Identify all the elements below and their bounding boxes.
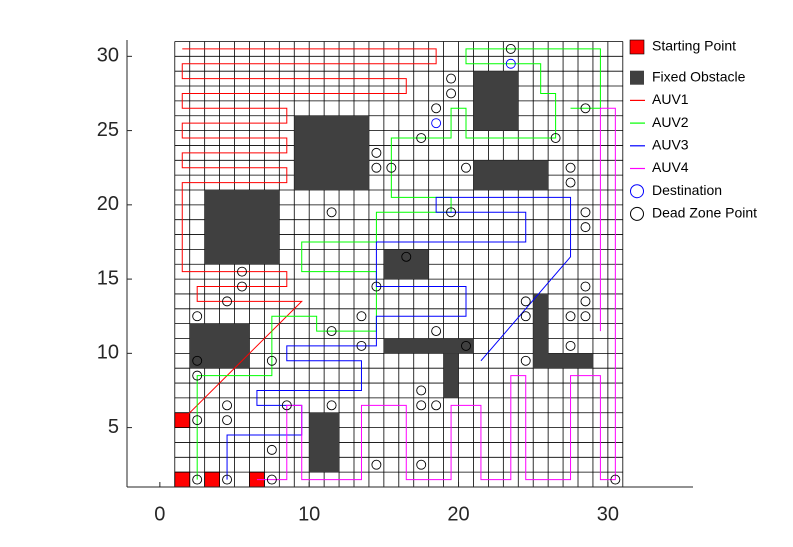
- auv-path: [256, 107, 616, 481]
- dead-zone-point: [580, 103, 591, 114]
- legend-label: Destination: [652, 182, 722, 198]
- dead-zone-point: [416, 459, 427, 470]
- dead-zone-point: [565, 340, 576, 351]
- dead-zone-point: [192, 415, 203, 426]
- dead-zone-point: [237, 266, 247, 277]
- obstacle: [383, 249, 429, 280]
- dead-zone-point: [416, 400, 427, 411]
- dead-zone-point: [356, 340, 367, 351]
- destination: [505, 58, 516, 69]
- dead-zone-point: [266, 474, 277, 485]
- obstacle: [204, 189, 280, 265]
- dead-zone-point: [371, 162, 382, 173]
- dead-zone-point: [520, 355, 531, 366]
- dead-zone-point: [580, 207, 591, 218]
- dead-zone-point: [371, 459, 382, 470]
- dead-zone-point: [192, 370, 203, 381]
- dead-zone-point: [371, 281, 382, 292]
- legend-swatch: [630, 184, 644, 199]
- dead-zone-point: [356, 311, 367, 322]
- dead-zone-point: [565, 311, 576, 322]
- legend-label: AUV4: [652, 159, 689, 175]
- legend-label: Dead Zone Point: [652, 205, 757, 221]
- dead-zone-point: [580, 296, 591, 307]
- dead-zone-point: [550, 133, 561, 143]
- dead-zone-point: [505, 43, 516, 54]
- dead-zone-point: [192, 474, 203, 485]
- dead-zone-point: [192, 355, 203, 366]
- dead-zone-point: [446, 73, 457, 84]
- obstacle: [294, 115, 369, 190]
- dead-zone-point: [266, 444, 277, 455]
- dead-zone-point: [431, 326, 442, 337]
- obstacle: [443, 353, 459, 398]
- dead-zone-point: [565, 177, 576, 188]
- destination: [431, 118, 442, 129]
- y-tick-label: 30: [97, 45, 119, 67]
- obstacle: [533, 353, 593, 369]
- dead-zone-point: [237, 281, 247, 292]
- x-tick-label: 10: [298, 503, 320, 525]
- dead-zone-point: [222, 474, 233, 485]
- y-tick-label: 25: [97, 119, 119, 141]
- obstacle: [533, 293, 549, 369]
- legend-label: Fixed Obstacle: [652, 68, 746, 84]
- dead-zone-point: [580, 222, 591, 233]
- legend-label: Starting Point: [652, 38, 736, 54]
- dead-zone-point: [326, 326, 337, 337]
- y-tick-label: 10: [97, 342, 119, 364]
- dead-zone-point: [565, 162, 576, 173]
- starting-point: [204, 471, 220, 488]
- dead-zone-point: [446, 207, 457, 218]
- dead-zone-point: [326, 207, 337, 218]
- auv-path: [181, 48, 437, 421]
- y-tick-label: 20: [97, 193, 119, 215]
- dead-zone-point: [580, 311, 591, 322]
- x-tick-label: 20: [447, 503, 469, 525]
- legend-label: AUV2: [652, 114, 689, 130]
- y-tick-label: 15: [97, 267, 119, 289]
- dead-zone-point: [520, 311, 531, 322]
- dead-zone-point: [281, 400, 292, 411]
- auv-path: [196, 48, 601, 480]
- legend-swatch: [630, 70, 644, 85]
- obstacle: [473, 160, 549, 190]
- dead-zone-point: [416, 133, 427, 143]
- x-tick-label: 30: [597, 503, 619, 525]
- x-tick-label: 0: [154, 503, 165, 525]
- obstacle: [473, 71, 519, 131]
- legend: Starting Point Fixed Obstacle AUV1 AUV2 AUV3…: [629, 38, 757, 221]
- legend-label: AUV3: [652, 137, 689, 153]
- dead-zone-point: [222, 296, 233, 307]
- dead-zone-point: [461, 340, 471, 351]
- legend-label: AUV1: [652, 91, 689, 107]
- dead-zone-point: [222, 400, 233, 411]
- auv-path: [226, 196, 572, 480]
- y-tick-label: 5: [108, 416, 119, 438]
- obstacle: [309, 412, 340, 473]
- dead-zone-point: [401, 251, 412, 262]
- legend-swatch: [629, 39, 645, 55]
- dead-zone-point: [222, 415, 233, 426]
- obstacle: [383, 338, 474, 354]
- dead-zone-point: [431, 400, 442, 411]
- legend-swatch: [630, 206, 644, 221]
- dead-zone-point: [371, 147, 382, 158]
- dead-zone-point: [580, 281, 591, 292]
- dead-zone-point: [461, 162, 471, 173]
- obstacle: [189, 323, 250, 369]
- dead-zone-point: [446, 88, 457, 99]
- dead-zone-point: [386, 162, 397, 173]
- dead-zone-point: [610, 474, 621, 485]
- dead-zone-point: [266, 355, 277, 366]
- dead-zone-point: [326, 400, 337, 411]
- dead-zone-point: [431, 103, 442, 114]
- dead-zone-point: [520, 296, 531, 307]
- starting-point: [174, 471, 191, 488]
- dead-zone-point: [416, 385, 427, 396]
- dead-zone-point: [192, 311, 203, 322]
